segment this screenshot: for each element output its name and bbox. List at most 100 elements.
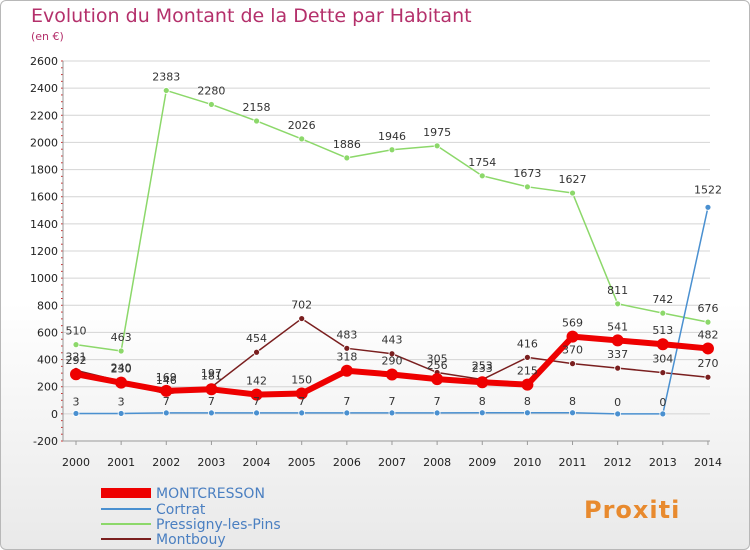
- y-minor-tick: [61, 230, 63, 232]
- y-minor-tick: [61, 80, 63, 82]
- y-minor-tick: [61, 135, 63, 137]
- data-point: [117, 410, 125, 417]
- y-minor-tick: [61, 257, 63, 259]
- y-minor-tick: [61, 270, 63, 272]
- x-tick-label: 2000: [62, 456, 90, 469]
- data-label: 1627: [559, 173, 587, 186]
- data-point: [611, 334, 624, 347]
- y-tick-label: 1400: [30, 218, 58, 231]
- y-minor-tick: [61, 352, 63, 354]
- data-label: 150: [291, 374, 312, 387]
- data-label: 337: [607, 348, 628, 361]
- y-minor-tick: [61, 74, 63, 76]
- data-point: [253, 409, 260, 417]
- x-tick-label: 2001: [107, 456, 135, 469]
- y-minor-tick: [61, 331, 63, 333]
- data-point: [70, 368, 82, 381]
- data-label: 7: [253, 395, 260, 408]
- y-minor-tick: [61, 393, 63, 394]
- y-minor-tick: [61, 243, 63, 245]
- data-label: 270: [697, 357, 718, 370]
- data-label: 483: [336, 328, 357, 341]
- data-label: 169: [156, 371, 177, 384]
- x-tick-label: 2008: [423, 456, 451, 469]
- y-minor-tick: [61, 318, 63, 320]
- y-minor-tick: [61, 338, 63, 340]
- y-minor-tick: [61, 236, 63, 238]
- data-label: 0: [659, 396, 666, 409]
- data-label: 290: [381, 355, 402, 368]
- data-point: [253, 117, 260, 125]
- data-point: [659, 369, 667, 377]
- y-minor-tick: [61, 203, 63, 204]
- y-minor-tick: [61, 87, 63, 89]
- data-point: [117, 347, 125, 355]
- data-label: 2158: [243, 101, 271, 114]
- data-label: 142: [246, 375, 267, 388]
- data-point: [524, 183, 531, 191]
- x-tick-label: 2007: [378, 456, 406, 469]
- data-point: [476, 376, 489, 389]
- legend-label: Pressigny-les-Pins: [156, 517, 281, 533]
- x-tick-label: 2006: [333, 456, 361, 469]
- y-minor-tick: [61, 114, 63, 116]
- data-point: [569, 409, 576, 417]
- data-point: [566, 330, 579, 343]
- y-minor-tick: [61, 399, 63, 401]
- data-label: 416: [517, 337, 538, 350]
- data-label: 443: [381, 334, 402, 347]
- data-point: [524, 353, 531, 361]
- y-tick-label: 1200: [30, 245, 58, 258]
- y-minor-tick: [61, 162, 63, 164]
- data-point: [524, 409, 531, 417]
- data-point: [115, 376, 128, 389]
- x-tick-label: 2003: [197, 456, 225, 469]
- data-point: [298, 409, 306, 417]
- data-label: 292: [66, 354, 87, 367]
- data-label: 197: [201, 367, 222, 380]
- data-point: [569, 360, 576, 368]
- y-minor-tick: [61, 182, 63, 184]
- legend-label: MONTCRESSON: [156, 486, 265, 502]
- data-point: [295, 387, 308, 400]
- data-label: 304: [652, 353, 673, 366]
- data-point: [72, 341, 80, 349]
- data-point: [701, 342, 714, 355]
- data-point: [388, 350, 396, 358]
- y-minor-tick: [61, 372, 63, 374]
- y-minor-tick: [61, 250, 63, 252]
- y-minor-tick: [61, 426, 63, 428]
- y-minor-tick: [61, 155, 63, 157]
- x-tick-label: 2012: [604, 456, 632, 469]
- y-minor-tick: [61, 325, 63, 327]
- data-label: 215: [517, 365, 538, 378]
- data-point: [659, 309, 667, 317]
- y-minor-tick: [61, 108, 63, 109]
- data-label: 702: [291, 299, 312, 312]
- data-point: [478, 409, 486, 417]
- data-label: 7: [434, 395, 441, 408]
- data-label: 811: [607, 284, 628, 297]
- y-minor-tick: [61, 60, 63, 62]
- data-point: [431, 373, 444, 386]
- y-tick-label: 400: [37, 354, 58, 367]
- data-point: [704, 203, 712, 211]
- y-minor-tick: [61, 121, 63, 123]
- data-label: 0: [614, 396, 621, 409]
- data-point: [388, 409, 396, 417]
- data-label: 454: [246, 332, 267, 345]
- y-minor-tick: [61, 141, 63, 143]
- y-minor-tick: [61, 359, 63, 361]
- y-tick-label: 600: [37, 326, 58, 339]
- data-label: 146: [156, 374, 177, 387]
- x-tick-label: 2014: [694, 456, 722, 469]
- data-point: [205, 383, 218, 396]
- data-label: 2383: [152, 70, 180, 83]
- y-minor-tick: [61, 277, 63, 279]
- data-label: 305: [427, 352, 448, 365]
- data-point: [160, 384, 173, 397]
- data-label: 8: [524, 395, 531, 408]
- y-minor-tick: [61, 216, 63, 218]
- x-tick-label: 2004: [243, 456, 271, 469]
- data-label: 1886: [333, 138, 361, 151]
